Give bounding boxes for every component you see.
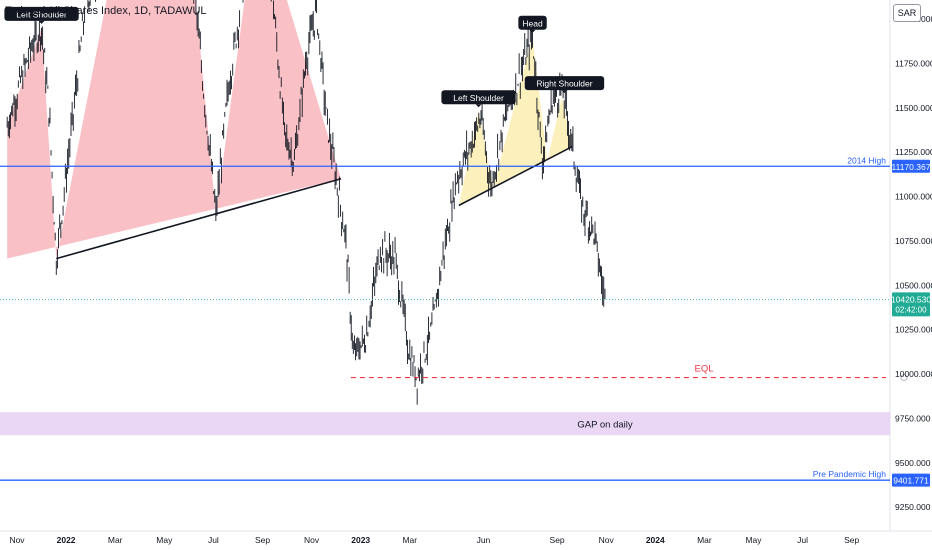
pattern-label-pointer (561, 90, 568, 94)
y-tick-label: 11750.000 (895, 58, 932, 68)
y-tick-label: 9250.000 (895, 502, 931, 512)
x-tick-label: Mar (108, 535, 123, 545)
pattern-label: Right Shoulder (536, 79, 592, 89)
pattern-2 (458, 36, 573, 207)
gap-zone (0, 412, 890, 436)
x-tick-label: May (745, 535, 762, 545)
pattern-label-bg (524, 76, 605, 91)
y-tick-label: 9500.000 (895, 458, 931, 468)
x-tick-label: Sep (550, 535, 565, 545)
pattern-fill (458, 36, 572, 206)
x-tick-label: Nov (599, 535, 615, 545)
currency-button[interactable]: SAR (893, 4, 921, 22)
y-tick-label: 11500.000 (895, 103, 932, 113)
gap-label: GAP on daily (577, 420, 633, 431)
pattern-label-pointer (475, 104, 482, 108)
eql-handle (900, 374, 908, 382)
level-value: 11170.367 (892, 162, 931, 172)
x-tick-label: Jul (208, 535, 219, 545)
pattern-fill (7, 0, 342, 259)
x-tick-label: Jun (477, 535, 491, 545)
y-tick-label: 10000.000 (895, 369, 932, 379)
x-tick-label: Mar (402, 535, 417, 545)
x-tick-label: 2024 (646, 535, 665, 545)
pattern-1 (7, 0, 342, 260)
last-price-value: 10420.530 (891, 294, 931, 304)
level-name: 2014 High (847, 155, 886, 165)
y-tick-label: 11000.000 (895, 192, 932, 202)
last-price-tag (892, 292, 930, 317)
level-tag (892, 159, 930, 173)
level-name: Pre Pandemic High (813, 469, 887, 479)
y-tick-label: 11250.000 (895, 147, 932, 157)
x-tick-label: Nov (9, 535, 25, 545)
pattern-label: Left Shoulder (453, 93, 504, 103)
pattern-label: Left Shoulder (16, 9, 67, 19)
y-tick-label: 9750.000 (895, 413, 931, 423)
y-tick-label: 10750.000 (895, 236, 932, 246)
x-tick-label: Jul (797, 535, 808, 545)
pattern-label-bg (441, 90, 516, 105)
y-tick-label: 10500.000 (895, 280, 932, 290)
x-tick-label: Nov (304, 535, 320, 545)
x-tick-label: May (156, 535, 173, 545)
level-tag (892, 473, 930, 487)
x-tick-label: 2023 (351, 535, 370, 545)
price-series (6, 0, 606, 405)
neckline (56, 177, 342, 260)
pattern-label: Head (522, 18, 543, 28)
level-value: 9401.771 (893, 476, 929, 486)
chart-title: Tadawul All Shares Index, 1D, TADAWUL (5, 5, 207, 17)
pattern-label-pointer (529, 29, 536, 33)
last-price-countdown: 02:42:00 (895, 305, 927, 314)
x-tick-label: Sep (844, 535, 859, 545)
pattern-label-bg (518, 15, 547, 30)
eql-label: EQL (694, 364, 713, 375)
pattern-label-bg (4, 6, 79, 21)
x-tick-label: Sep (255, 535, 270, 545)
y-tick-label: 10250.000 (895, 325, 932, 335)
x-tick-label: Mar (697, 535, 712, 545)
neckline (458, 146, 573, 207)
pattern-label-pointer (38, 20, 45, 24)
x-tick-label: 2022 (57, 535, 76, 545)
